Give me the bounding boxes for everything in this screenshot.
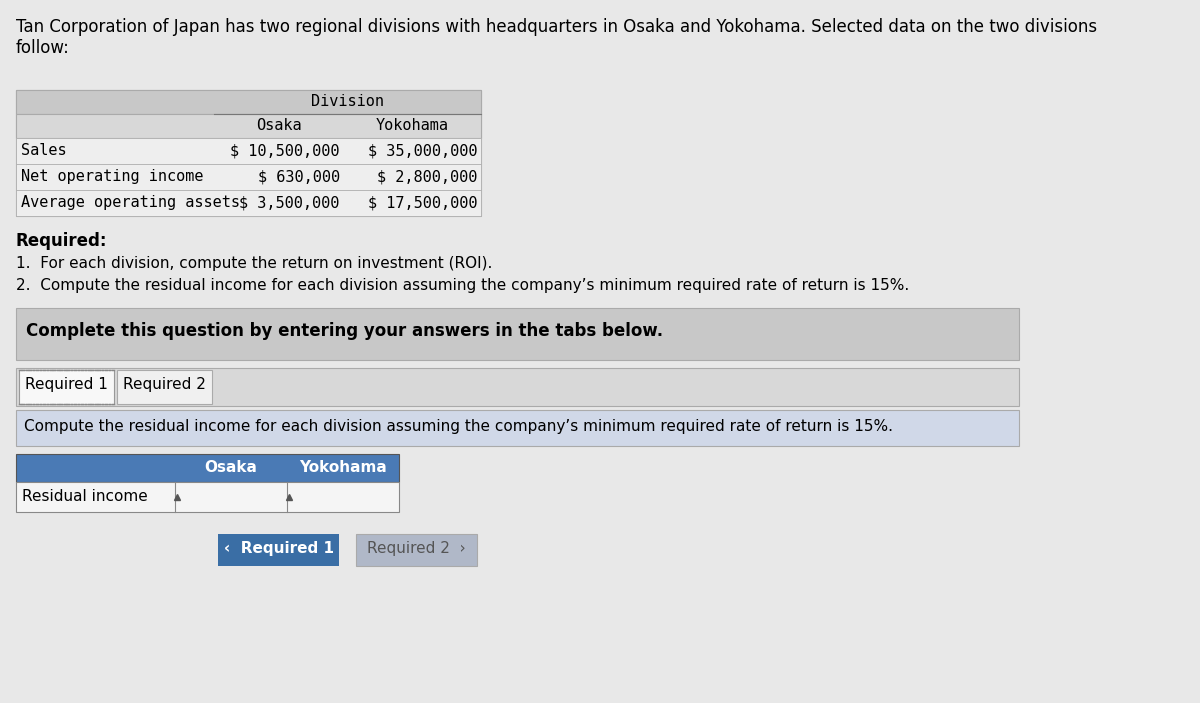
FancyBboxPatch shape: [16, 308, 1020, 360]
Text: Complete this question by entering your answers in the tabs below.: Complete this question by entering your …: [26, 322, 662, 340]
FancyBboxPatch shape: [16, 90, 481, 216]
FancyBboxPatch shape: [16, 482, 400, 512]
Text: Tan Corporation of Japan has two regional divisions with headquarters in Osaka a: Tan Corporation of Japan has two regiona…: [16, 18, 1097, 57]
Text: Compute the residual income for each division assuming the company’s minimum req: Compute the residual income for each div…: [24, 419, 893, 434]
FancyBboxPatch shape: [16, 114, 481, 138]
Text: $ 10,500,000: $ 10,500,000: [230, 143, 340, 158]
Text: Yokohama: Yokohama: [376, 118, 449, 133]
Text: $ 3,500,000: $ 3,500,000: [240, 195, 340, 210]
Text: $ 630,000: $ 630,000: [258, 169, 340, 184]
Text: Average operating assets: Average operating assets: [20, 195, 240, 210]
Text: Osaka: Osaka: [256, 118, 301, 133]
FancyBboxPatch shape: [16, 90, 481, 114]
FancyBboxPatch shape: [218, 534, 338, 566]
Text: Yokohama: Yokohama: [299, 460, 388, 475]
Text: $ 2,800,000: $ 2,800,000: [378, 169, 478, 184]
Text: Residual income: Residual income: [23, 489, 148, 504]
FancyBboxPatch shape: [356, 534, 476, 566]
FancyBboxPatch shape: [16, 190, 481, 216]
Text: Net operating income: Net operating income: [20, 169, 203, 184]
Text: 2.  Compute the residual income for each division assuming the company’s minimum: 2. Compute the residual income for each …: [16, 278, 908, 293]
FancyBboxPatch shape: [16, 368, 1020, 406]
FancyBboxPatch shape: [118, 370, 212, 404]
FancyBboxPatch shape: [16, 164, 481, 190]
FancyBboxPatch shape: [16, 138, 481, 164]
Text: Division: Division: [311, 94, 384, 109]
Text: Required 2: Required 2: [124, 377, 206, 392]
Text: $ 17,500,000: $ 17,500,000: [368, 195, 478, 210]
FancyBboxPatch shape: [16, 454, 400, 482]
Text: Required 1: Required 1: [25, 377, 108, 392]
Text: ‹  Required 1: ‹ Required 1: [223, 541, 334, 556]
Text: Required:: Required:: [16, 232, 107, 250]
Text: 1.  For each division, compute the return on investment (ROI).: 1. For each division, compute the return…: [16, 256, 492, 271]
FancyBboxPatch shape: [0, 0, 1034, 703]
FancyBboxPatch shape: [16, 410, 1020, 446]
Text: Osaka: Osaka: [205, 460, 258, 475]
FancyBboxPatch shape: [19, 370, 114, 404]
Text: Required 2  ›: Required 2 ›: [367, 541, 466, 556]
Text: $ 35,000,000: $ 35,000,000: [368, 143, 478, 158]
Text: Sales: Sales: [20, 143, 66, 158]
